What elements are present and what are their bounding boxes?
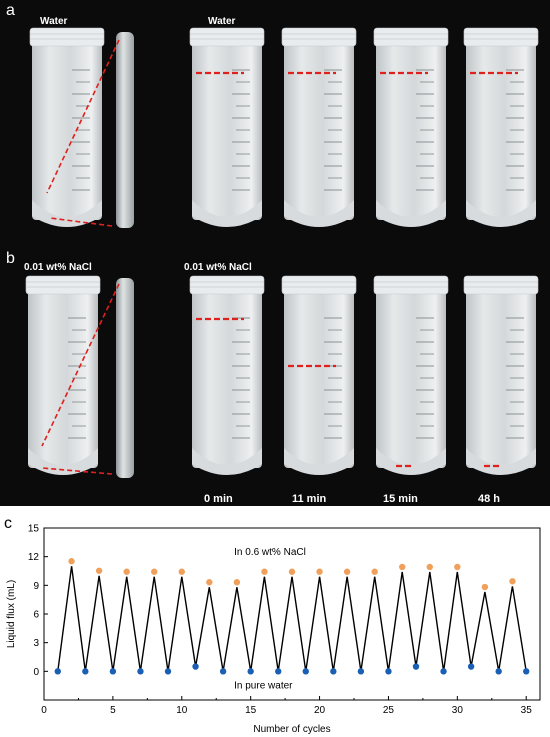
panel-a-right-label: Water bbox=[208, 16, 236, 27]
nacl-point bbox=[151, 568, 158, 575]
water-point bbox=[330, 668, 337, 675]
x-tick-label: 35 bbox=[521, 705, 533, 716]
annotation-nacl: In 0.6 wt% NaCl bbox=[234, 547, 306, 558]
nacl-point bbox=[426, 563, 433, 571]
x-axis-label: Number of cycles bbox=[253, 724, 330, 735]
y-tick-label: 3 bbox=[33, 638, 39, 649]
water-point bbox=[109, 668, 117, 675]
y-tick-label: 12 bbox=[28, 552, 40, 563]
liquid-level-markers-b bbox=[196, 317, 500, 468]
x-tick-label: 20 bbox=[314, 705, 326, 716]
photo-panels: a Water Water b 0.01 wt% NaCl 0.01 wt% N… bbox=[0, 0, 550, 506]
water-point bbox=[247, 668, 254, 675]
nacl-point bbox=[288, 568, 296, 575]
flux-cycle-line bbox=[57, 566, 527, 672]
water-point bbox=[54, 668, 61, 675]
liquid-flux-chart: c 0 5 10 15 20 25 30 35 0 3 6 9 12 15 Liquid flux (mL… bbox=[0, 510, 550, 737]
water-point bbox=[164, 668, 172, 675]
time-label-3: 48 h bbox=[478, 493, 501, 505]
panel-letter-c: c bbox=[4, 515, 12, 532]
nacl-point bbox=[481, 583, 489, 591]
nacl-point bbox=[95, 567, 103, 574]
panel-letter-a: a bbox=[6, 2, 15, 19]
nacl-point bbox=[454, 563, 461, 571]
panel-letter-b: b bbox=[6, 250, 15, 267]
y-tick-label: 6 bbox=[33, 610, 39, 621]
time-label-0: 0 min bbox=[204, 493, 233, 505]
x-tick-label: 30 bbox=[452, 705, 464, 716]
tube-photographs bbox=[25, 27, 539, 478]
x-tick-label: 15 bbox=[245, 705, 257, 716]
water-point bbox=[467, 663, 475, 670]
nacl-point bbox=[68, 558, 75, 565]
nacl-point bbox=[206, 579, 213, 586]
nacl-point bbox=[261, 568, 268, 575]
water-point bbox=[302, 668, 309, 675]
y-tick-label: 0 bbox=[33, 667, 39, 678]
nacl-point bbox=[399, 563, 406, 571]
time-label-1: 11 min bbox=[292, 493, 327, 505]
nacl-point bbox=[178, 568, 185, 575]
water-point bbox=[412, 663, 420, 670]
water-point bbox=[523, 668, 530, 675]
nacl-point bbox=[123, 568, 130, 575]
x-tick-label: 5 bbox=[110, 705, 116, 716]
nacl-point bbox=[316, 568, 323, 575]
panel-a-left-label: Water bbox=[40, 16, 68, 27]
annotation-water: In pure water bbox=[234, 681, 293, 692]
chart-svg: c 0 5 10 15 20 25 30 35 0 3 6 9 12 15 Liquid flux (mL… bbox=[4, 515, 541, 735]
y-axis-label: Liquid flux (mL) bbox=[6, 580, 17, 648]
time-label-2: 15 min bbox=[383, 493, 418, 505]
panel-b-left-label: 0.01 wt% NaCl bbox=[24, 262, 92, 273]
water-point bbox=[357, 668, 365, 675]
x-tick-label: 25 bbox=[383, 705, 395, 716]
water-point bbox=[82, 668, 89, 675]
nacl-point bbox=[509, 578, 516, 585]
x-tick-label: 0 bbox=[41, 705, 47, 716]
water-point bbox=[192, 663, 199, 670]
water-point bbox=[440, 668, 447, 675]
water-point bbox=[385, 668, 392, 675]
x-tick-label: 10 bbox=[176, 705, 188, 716]
panel-b-right-label: 0.01 wt% NaCl bbox=[184, 262, 252, 273]
strand-a bbox=[116, 32, 134, 228]
water-point bbox=[275, 668, 282, 675]
water-point bbox=[495, 668, 502, 675]
water-point bbox=[137, 668, 144, 675]
water-point bbox=[219, 668, 227, 675]
y-tick-label: 15 bbox=[28, 524, 40, 535]
nacl-point bbox=[233, 579, 241, 586]
strand-b bbox=[116, 278, 134, 478]
nacl-point bbox=[371, 568, 378, 575]
y-tick-label: 9 bbox=[33, 581, 39, 592]
nacl-point bbox=[343, 568, 351, 575]
